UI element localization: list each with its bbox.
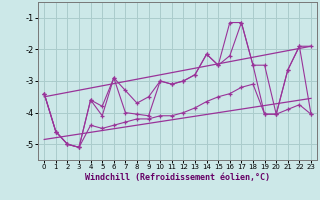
X-axis label: Windchill (Refroidissement éolien,°C): Windchill (Refroidissement éolien,°C)	[85, 173, 270, 182]
